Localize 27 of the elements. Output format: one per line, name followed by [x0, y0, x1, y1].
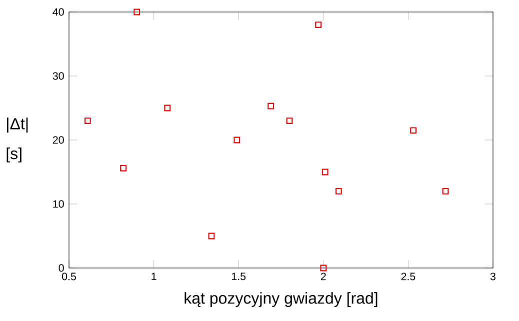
y-tick-label: 0	[58, 264, 64, 272]
y-tick-label: 10	[53, 200, 64, 208]
x-tick-label: 1	[152, 272, 156, 280]
x-tick-label: 0.5	[62, 272, 76, 280]
point	[84, 118, 91, 124]
x-tick-label: 1.5	[232, 272, 246, 280]
point	[442, 188, 449, 194]
point	[322, 168, 328, 176]
point	[208, 232, 215, 240]
point	[315, 22, 322, 28]
x-tick-label: 2.5	[401, 272, 416, 280]
point	[268, 102, 274, 110]
y-tick-label: 20	[52, 136, 64, 144]
x-axis-title: kąt pozycyjny gwiazdy [rad]	[184, 292, 378, 307]
y-tick-label: 30	[52, 72, 64, 80]
point	[234, 136, 240, 144]
x-tick-label: 2	[320, 272, 326, 280]
point	[120, 164, 126, 172]
point	[410, 127, 416, 134]
point	[335, 188, 342, 194]
point	[134, 8, 140, 16]
point	[286, 118, 293, 124]
x-tick-label: 3	[490, 272, 496, 280]
point	[164, 104, 171, 112]
y-tick-label: 40	[52, 8, 64, 16]
y-axis-title: |Δt| [s]	[6, 118, 28, 162]
point	[320, 264, 327, 272]
